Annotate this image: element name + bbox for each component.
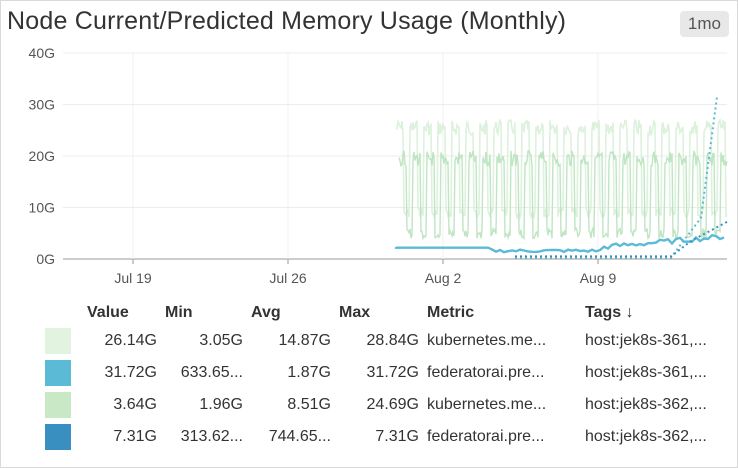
legend-header-avg[interactable]: Avg <box>251 304 281 321</box>
legend-header-row: Value Min Avg Max Metric Tags ↓ <box>41 301 731 325</box>
legend-metric: kubernetes.me... <box>427 332 547 349</box>
legend-max: 24.69G <box>366 396 419 413</box>
legend-header-metric[interactable]: Metric <box>427 304 475 321</box>
legend-min: 313.62... <box>180 428 243 445</box>
legend-avg: 1.87G <box>287 364 331 381</box>
y-tick-label: 40G <box>29 45 55 61</box>
legend-header-tags[interactable]: Tags ↓ <box>585 304 634 321</box>
time-range-badge[interactable]: 1mo <box>679 11 729 37</box>
legend-value: 26.14G <box>104 332 157 349</box>
legend-max: 31.72G <box>366 364 419 381</box>
legend-max: 28.84G <box>366 332 419 349</box>
legend-value: 7.31G <box>113 428 157 445</box>
series-line <box>394 234 725 254</box>
legend-avg: 744.65... <box>268 428 331 445</box>
legend-min: 3.05G <box>199 332 243 349</box>
legend-value: 3.64G <box>113 396 157 413</box>
y-tick-label: 20G <box>29 148 55 164</box>
series-color-swatch <box>45 424 71 450</box>
legend-table: Value Min Avg Max Metric Tags ↓ 26.14G 3… <box>41 301 731 453</box>
legend-min: 1.96G <box>199 396 243 413</box>
legend-value: 31.72G <box>104 364 157 381</box>
legend-avg: 14.87G <box>278 332 331 349</box>
legend-row[interactable]: 3.64G 1.96G 8.51G 24.69G kubernetes.me..… <box>41 389 731 421</box>
legend-tags: host:jek8s-361,... <box>585 332 707 349</box>
legend-metric: federatorai.pre... <box>427 364 545 381</box>
legend-header-max[interactable]: Max <box>339 304 371 321</box>
x-tick-label: Aug 2 <box>425 270 462 286</box>
series-line <box>395 117 728 221</box>
series-color-swatch <box>45 328 71 354</box>
x-tick-label: Jul 19 <box>114 270 152 286</box>
legend-tags: host:jek8s-362,... <box>585 428 707 445</box>
series-predicted-line <box>515 221 728 258</box>
series-line <box>398 150 728 241</box>
series-color-swatch <box>45 392 71 418</box>
legend-metric: kubernetes.me... <box>427 396 547 413</box>
legend-header-swatch <box>41 301 83 325</box>
y-tick-label: 0G <box>36 251 55 267</box>
legend-max: 7.31G <box>375 428 419 445</box>
x-tick-label: Jul 26 <box>269 270 307 286</box>
widget-title: Node Current/Predicted Memory Usage (Mon… <box>7 7 567 35</box>
legend-min: 633.65... <box>180 364 243 381</box>
legend-tags: host:jek8s-362,... <box>585 396 707 413</box>
legend-row[interactable]: 31.72G 633.65... 1.87G 31.72G federatora… <box>41 357 731 389</box>
memory-usage-chart[interactable]: 40G 30G 20G 10G 0G Jul 19 Jul 26 Aug 2 Aug 9 <box>1 41 737 301</box>
legend-header-value[interactable]: Value <box>87 304 129 321</box>
y-tick-label: 10G <box>29 200 55 216</box>
series-predicted-line <box>515 96 718 259</box>
legend-tags: host:jek8s-361,... <box>585 364 707 381</box>
legend-row[interactable]: 26.14G 3.05G 14.87G 28.84G kubernetes.me… <box>41 325 731 357</box>
legend-header-min[interactable]: Min <box>165 304 193 321</box>
legend-row[interactable]: 7.31G 313.62... 744.65... 7.31G federato… <box>41 421 731 453</box>
legend-avg: 8.51G <box>287 396 331 413</box>
series-color-swatch <box>45 360 71 386</box>
x-tick-label: Aug 9 <box>580 270 617 286</box>
y-tick-label: 30G <box>29 97 55 113</box>
legend-metric: federatorai.pre... <box>427 428 545 445</box>
